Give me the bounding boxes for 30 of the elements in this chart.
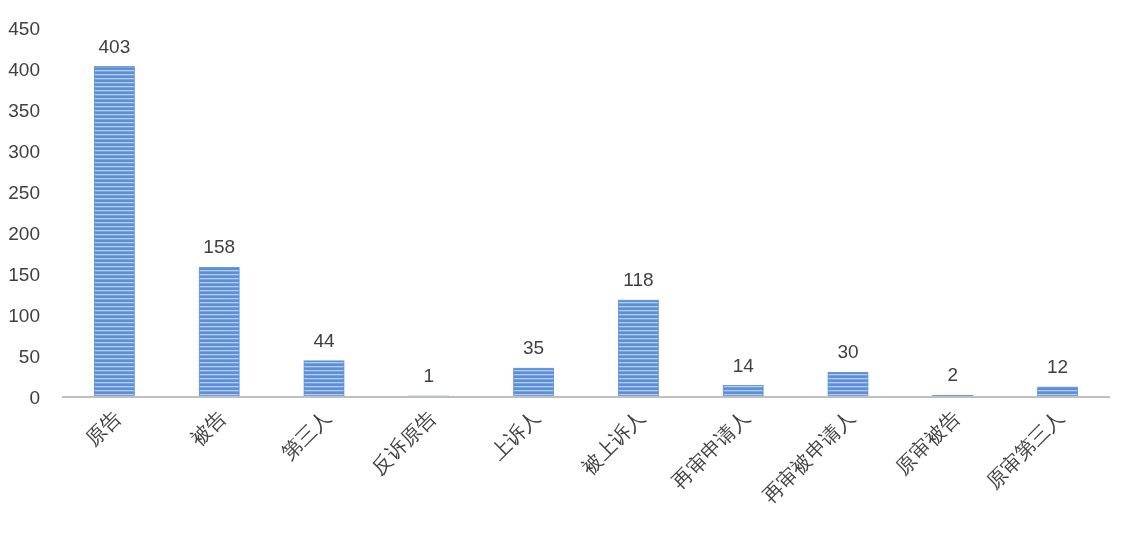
y-tick-label: 50	[18, 346, 40, 367]
data-label: 158	[203, 236, 236, 258]
data-label: 35	[523, 337, 545, 359]
x-tick-label: 被上诉人	[577, 406, 650, 479]
y-tick-label: 0	[29, 387, 40, 408]
y-tick-label: 200	[8, 223, 40, 244]
y-tick-label: 350	[8, 100, 40, 121]
x-tick-label: 原审被告	[891, 406, 964, 479]
data-label: 12	[1047, 356, 1069, 378]
x-tick-label: 再审申请人	[667, 406, 755, 493]
x-tick-label: 第三人	[276, 406, 335, 465]
data-label: 44	[313, 329, 335, 351]
x-tick-label: 上诉人	[486, 406, 545, 465]
x-tick-label: 被告	[186, 406, 231, 451]
data-label: 403	[98, 35, 131, 57]
y-tick-label: 400	[8, 59, 40, 80]
x-tick-label: 再审被申请人	[758, 406, 859, 507]
y-tick-label: 250	[8, 182, 40, 203]
data-label: 2	[947, 364, 959, 386]
x-tick-label: 反诉原告	[367, 406, 440, 479]
data-label: 1	[423, 365, 435, 387]
data-label: 118	[623, 269, 654, 291]
data-label: 14	[732, 354, 755, 376]
y-tick-label: 450	[8, 18, 40, 39]
x-tick-label: 原告	[81, 406, 126, 451]
y-tick-label: 150	[8, 264, 40, 285]
y-tick-label: 100	[8, 305, 40, 326]
y-tick-label: 300	[8, 141, 40, 162]
x-tick-label: 原审第三人	[982, 406, 1069, 493]
data-label: 30	[837, 341, 859, 363]
